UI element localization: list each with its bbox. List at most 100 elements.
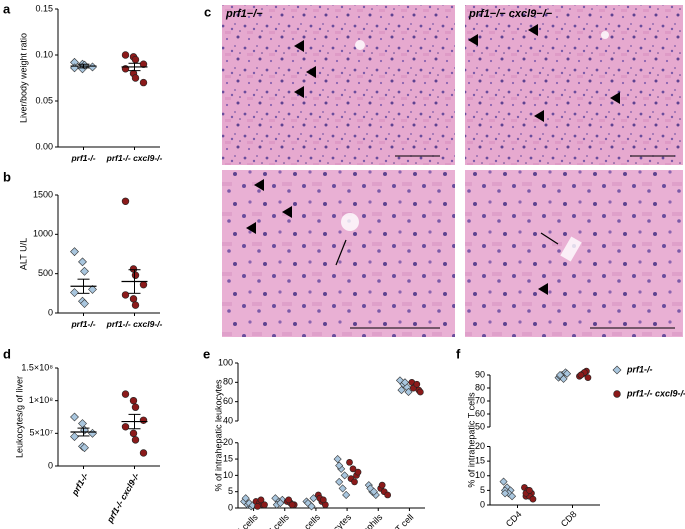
- point: [80, 299, 89, 308]
- y-tick-label: 70: [475, 395, 485, 405]
- legend-marker: [613, 390, 621, 398]
- point: [131, 403, 140, 411]
- panel-letter: a: [3, 1, 11, 16]
- point: [121, 51, 130, 59]
- point: [556, 370, 565, 380]
- y-tick-label: 10: [223, 470, 233, 480]
- y-tick-label: 15: [223, 453, 233, 463]
- point: [285, 496, 293, 504]
- y-tick-label: 100: [218, 357, 233, 367]
- point: [416, 388, 424, 396]
- y-tick-label: 1.5×10⁸: [21, 362, 53, 372]
- point: [129, 429, 138, 438]
- panel-letter: c: [204, 4, 211, 19]
- arrow: [540, 232, 559, 245]
- y-tick-label: 5×10⁷: [29, 428, 53, 438]
- point: [413, 380, 421, 388]
- x-tick-label: prf1-/-: [71, 153, 96, 163]
- point: [307, 502, 316, 511]
- point: [70, 247, 79, 257]
- y-tick-label: 60: [223, 396, 233, 406]
- point: [80, 443, 89, 453]
- point: [563, 369, 572, 378]
- y-tick-label: 90: [475, 369, 485, 379]
- x-tick-label: prf1-/- cxcl9-/-: [104, 471, 141, 525]
- y-tick-label: 0.00: [35, 141, 53, 151]
- x-tick-label: NK cells: [229, 512, 260, 529]
- panel-letter: d: [3, 346, 11, 361]
- point: [584, 374, 592, 381]
- point: [129, 295, 138, 303]
- point: [131, 436, 140, 444]
- y-tick-label: 500: [38, 268, 53, 278]
- y-tick-label: 1000: [33, 229, 53, 239]
- point: [526, 487, 533, 494]
- y-axis-label: Leukocytes/g of liver: [14, 376, 24, 458]
- y-tick-label: 0.05: [35, 95, 53, 105]
- y-tick-label: 20: [475, 441, 485, 451]
- y-tick-label: 60: [475, 408, 485, 418]
- point: [499, 477, 508, 486]
- y-tick-label: 0: [480, 499, 485, 509]
- point: [80, 266, 89, 276]
- point: [131, 301, 140, 309]
- x-tick-label: prf1-/-: [69, 471, 90, 498]
- image-top-left: [222, 5, 455, 165]
- point: [276, 499, 285, 508]
- y-tick-label: 5: [480, 485, 485, 495]
- y-tick-label: 0: [228, 502, 233, 512]
- y-tick-label: 0.15: [35, 3, 53, 13]
- x-tick-label: prf1-/-: [71, 319, 96, 329]
- x-tick-label: T cell: [393, 512, 415, 529]
- x-tick-label-box: prf1-/- cxcl9-/-: [107, 319, 163, 329]
- point: [333, 455, 342, 464]
- y-axis-label: ALT U/L: [18, 238, 28, 270]
- y-tick-label: 40: [223, 415, 233, 425]
- point: [335, 461, 344, 470]
- y-tick-label: 5: [228, 486, 233, 496]
- point: [384, 491, 392, 499]
- point: [131, 271, 140, 279]
- point: [88, 284, 97, 294]
- point: [131, 74, 140, 82]
- point: [70, 63, 79, 73]
- legend-label: prf1-/-: [626, 364, 653, 374]
- image-bottom-left: [222, 170, 455, 337]
- point: [88, 428, 97, 438]
- y-tick-label: 10: [475, 470, 485, 480]
- point: [319, 496, 327, 504]
- point: [338, 484, 347, 493]
- vessel: [560, 236, 582, 262]
- y-tick-label: 80: [223, 377, 233, 387]
- point: [261, 501, 268, 509]
- y-tick-label: 80: [475, 382, 485, 392]
- point: [131, 55, 140, 64]
- x-tick-label: CD8: [559, 509, 579, 529]
- point: [139, 416, 148, 424]
- column-label: prf1−/−: [225, 8, 263, 20]
- point: [400, 378, 410, 387]
- point: [70, 412, 79, 422]
- point: [351, 478, 358, 486]
- point: [139, 449, 148, 457]
- point: [121, 197, 130, 205]
- vessel: [355, 40, 365, 50]
- point: [404, 387, 413, 397]
- x-tick-label-box: prf1-/-: [71, 319, 96, 329]
- x-tick-label: B cells: [296, 512, 322, 529]
- panel-letter: f: [456, 346, 461, 361]
- point: [335, 477, 344, 486]
- arrowheads: [246, 24, 620, 295]
- point: [397, 386, 406, 395]
- y-tick-label: 0: [48, 307, 53, 317]
- y-tick-label: 15: [475, 456, 485, 466]
- point: [121, 423, 130, 431]
- point: [241, 494, 250, 503]
- y-axis-label: Liver/body weight ratio: [18, 33, 28, 123]
- x-tick-label: NKT cells: [257, 512, 292, 529]
- point: [129, 396, 138, 405]
- point: [245, 499, 254, 508]
- point: [369, 487, 378, 496]
